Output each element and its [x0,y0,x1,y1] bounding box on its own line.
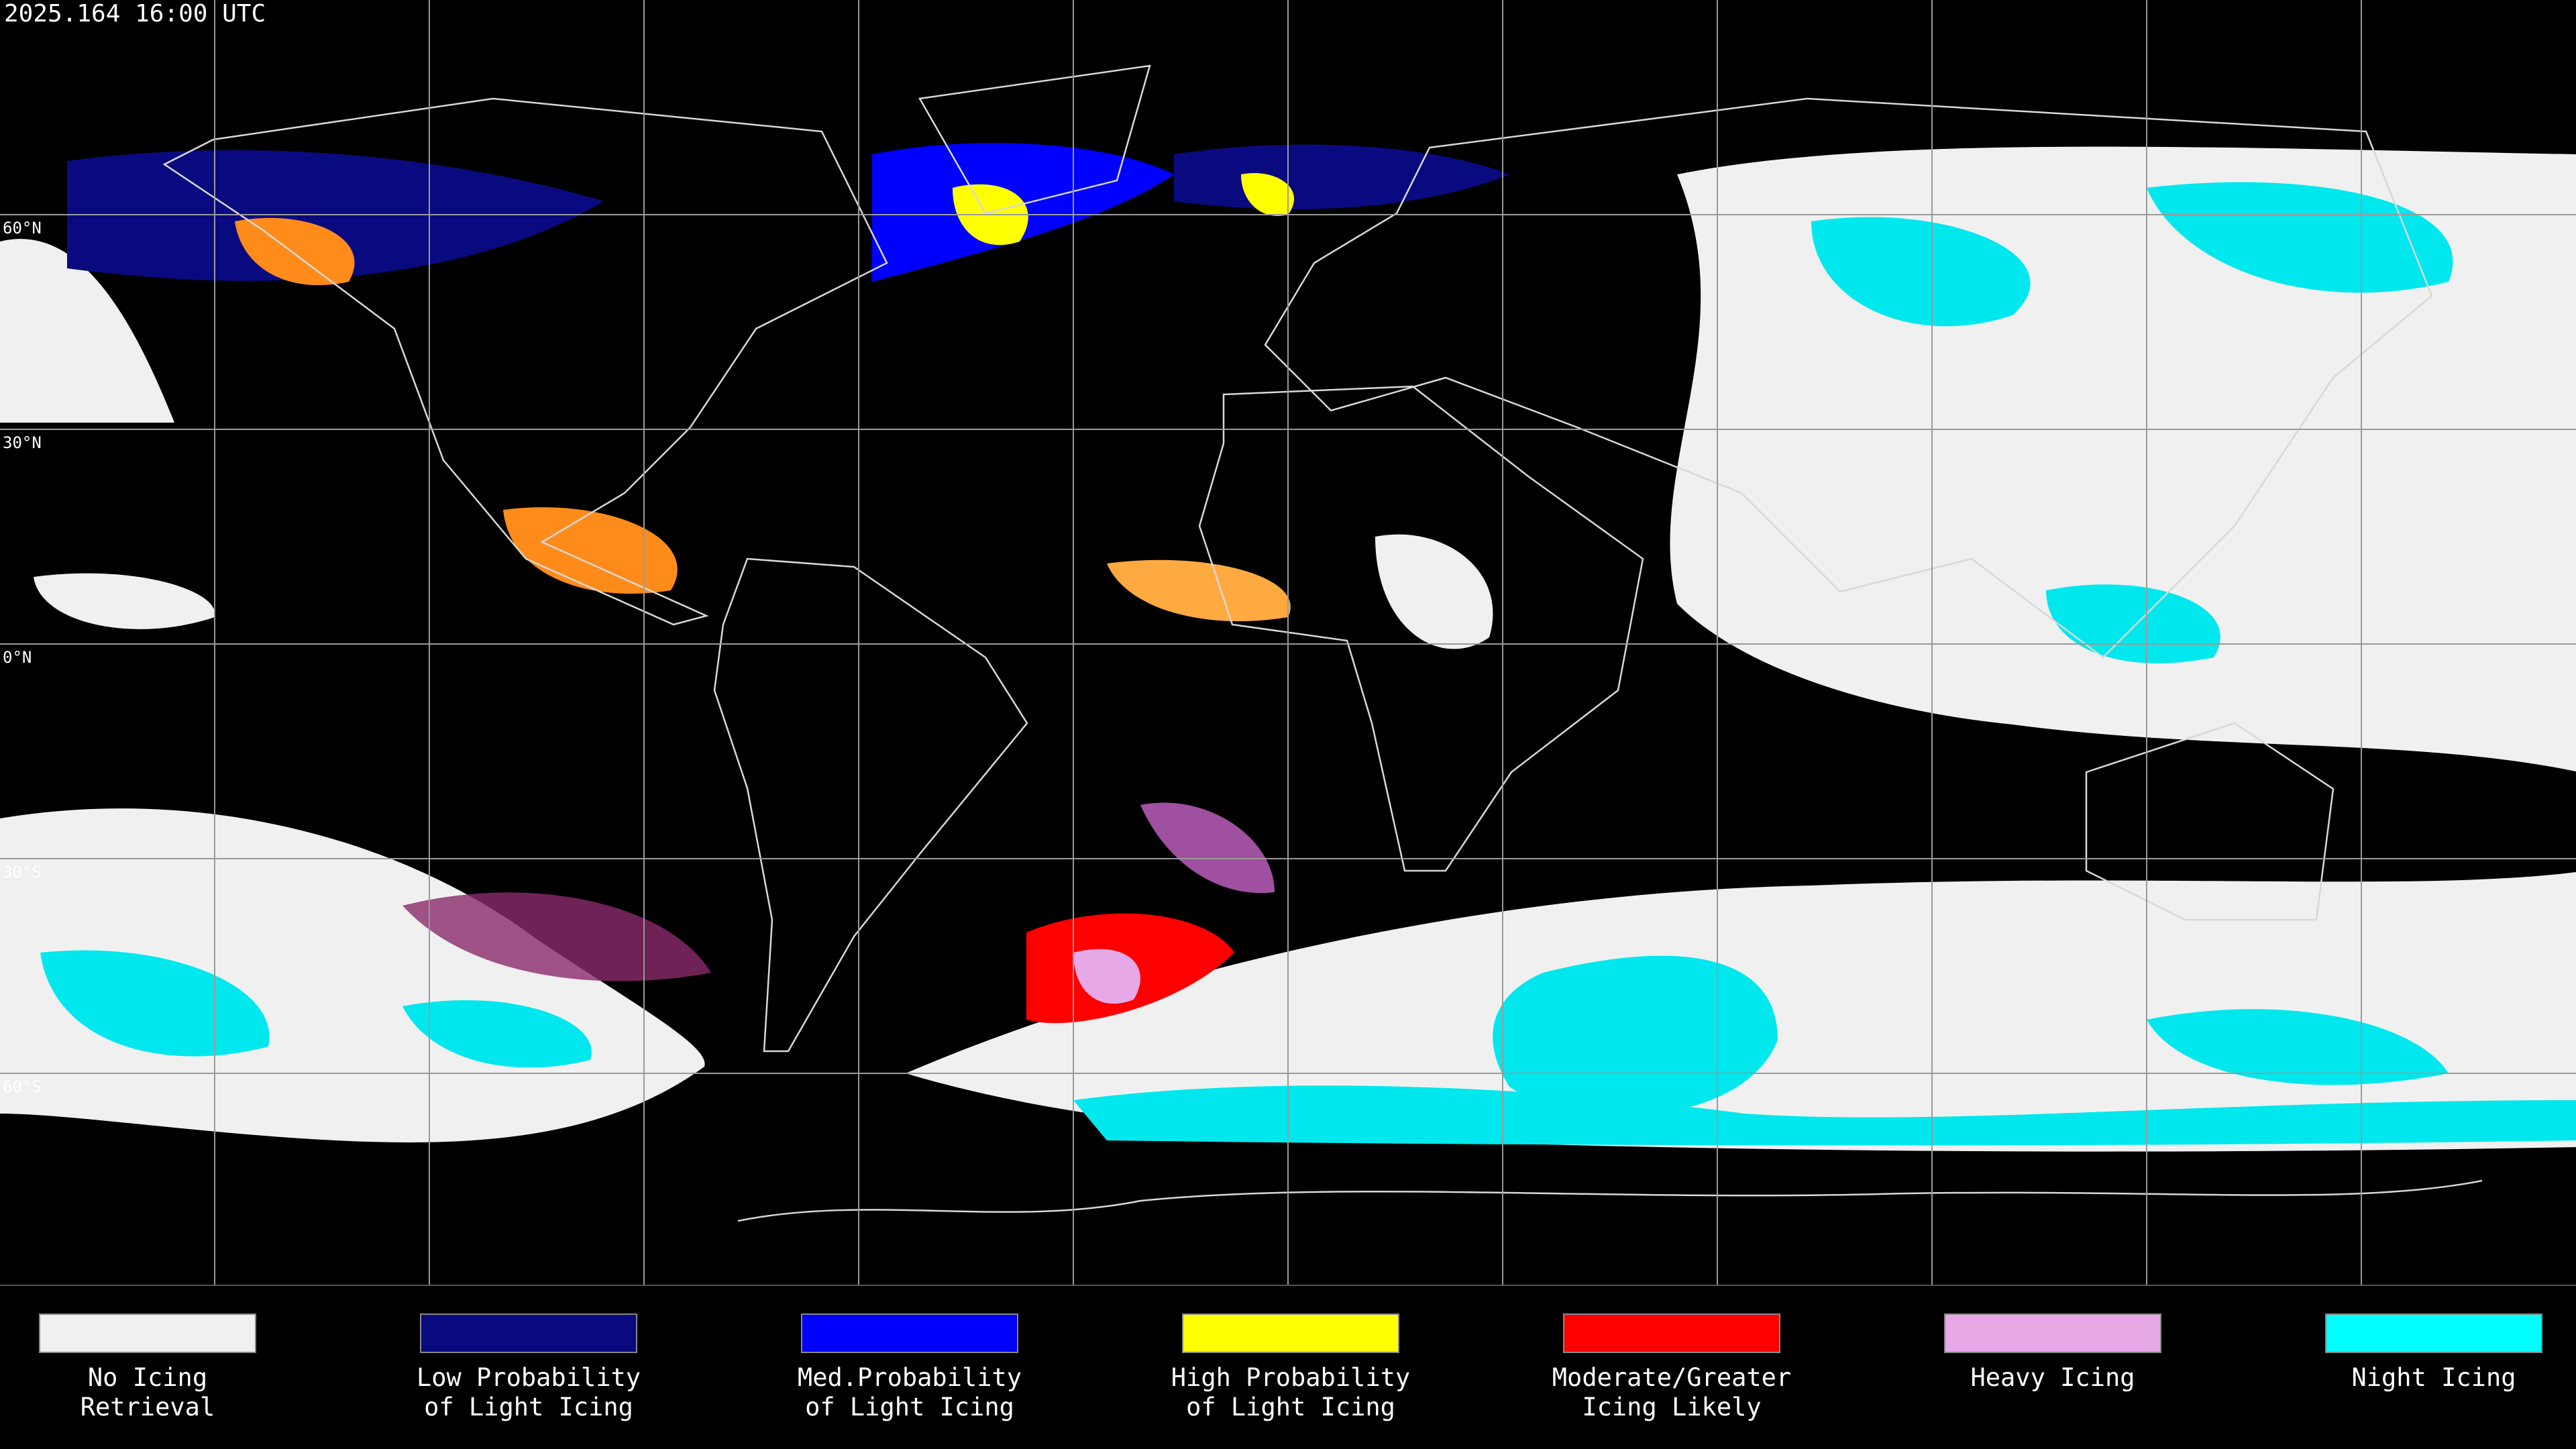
graticule [0,0,2576,1285]
legend-swatch [2325,1313,2542,1353]
legend-label: High Probability [1171,1363,1410,1392]
coastline [1198,385,1644,872]
icing-cluster [1107,559,1291,622]
icing-cluster [402,892,711,981]
map: 60°N 30°N 0°N 30°S 60°S [0,0,2576,1285]
legend-swatch [1944,1313,2161,1353]
legend-swatch [39,1313,256,1353]
legend-swatch [1563,1313,1780,1353]
latitude-label: 60°S [3,1077,42,1096]
coastline [737,1179,2483,1222]
legend-label: of Light Icing [1186,1393,1395,1421]
latitude-label: 30°S [3,863,42,881]
legend-label: Night Icing [2351,1363,2516,1392]
night-icing-patch [1493,955,1778,1116]
night-icing-patch [1811,217,2031,327]
night-icing-patch [2147,182,2453,293]
latitude-label: 60°N [3,219,42,237]
legend-label: Low Probability [417,1363,641,1392]
latitude-label: 0°N [3,648,32,667]
latitude-labels: 60°N 30°N 0°N 30°S 60°S [3,219,42,1096]
legend-label: Retrieval [80,1393,215,1421]
cloud-field [34,573,215,629]
legend-label: of Light Icing [805,1393,1014,1421]
cloud-field [1375,534,1493,649]
coastline [162,97,888,626]
legend-label: Med.Probability [798,1363,1022,1392]
icing-cluster [1241,173,1295,216]
cloud-field [0,239,174,423]
coastline [2085,722,2334,921]
timestamp: 2025.164 16:00 UTC [4,0,266,28]
night-icing-patch [40,950,270,1057]
latitude-label: 30°N [3,433,42,452]
legend-label: No Icing [88,1363,207,1392]
legend-label: Icing Likely [1582,1393,1761,1421]
coastline [713,557,1028,1053]
legend-label: of Light Icing [424,1393,633,1421]
icing-cluster [67,150,604,281]
icing-cluster [503,507,678,594]
coastline [1264,97,2433,659]
legend-swatch [420,1313,637,1353]
icing-cluster [235,217,355,286]
icing-cluster [1073,949,1140,1004]
night-icing-patch [1073,1085,2576,1146]
legend-label: Moderate/Greater [1552,1363,1791,1392]
legend-swatch [1182,1313,1399,1353]
night-icing-patch [402,1000,592,1068]
icing-cluster [1140,802,1275,894]
legend-swatch [801,1313,1018,1353]
legend-label: Heavy Icing [1970,1363,2135,1392]
night-icing-patch [2147,1009,2449,1085]
